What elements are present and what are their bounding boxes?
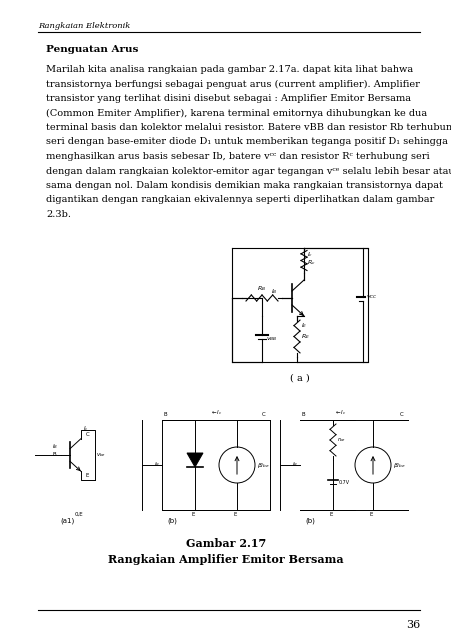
Text: $I_B$: $I_B$ [52, 442, 58, 451]
Text: $I_B$: $I_B$ [154, 461, 160, 470]
Text: $\beta i_{be}$: $\beta i_{be}$ [257, 461, 269, 470]
Text: C: C [399, 412, 403, 417]
Text: $I_c$: $I_c$ [83, 424, 88, 433]
Text: 0,E: 0,E [75, 512, 83, 517]
Text: digantikan dengan rangkaian ekivalennya seperti diperlihatkan dalam gambar: digantikan dengan rangkaian ekivalennya … [46, 195, 433, 205]
Text: B: B [52, 452, 56, 458]
Text: 0.7V: 0.7V [338, 479, 350, 484]
Text: seri dengan base-emiter diode D₁ untuk memberikan teganga positif D₁ sehingga: seri dengan base-emiter diode D₁ untuk m… [46, 138, 447, 147]
Text: $r_{be}$: $r_{be}$ [336, 436, 345, 444]
Polygon shape [187, 453, 202, 467]
Text: (b): (b) [166, 518, 176, 525]
Text: menghasilkan arus basis sebesar Ib, batere vᶜᶜ dan resistor Rᶜ terhubung seri: menghasilkan arus basis sebesar Ib, bate… [46, 152, 428, 161]
Text: C: C [262, 412, 265, 417]
Text: C: C [86, 432, 90, 437]
Text: $\beta i_{be}$: $\beta i_{be}$ [392, 461, 405, 470]
Text: $v_{be}$: $v_{be}$ [96, 451, 106, 459]
Text: E: E [86, 473, 89, 478]
Text: Penguatan Arus: Penguatan Arus [46, 45, 138, 54]
Text: $v_{CC}$: $v_{CC}$ [365, 293, 377, 301]
Text: $I_E$: $I_E$ [300, 321, 307, 330]
Text: (Common Emiter Amplifier), karena terminal emitornya dihubungkan ke dua: (Common Emiter Amplifier), karena termin… [46, 109, 426, 118]
Text: 36: 36 [405, 620, 419, 630]
Text: $I_B$: $I_B$ [291, 461, 297, 470]
Text: $R_E$: $R_E$ [300, 332, 309, 341]
Text: B: B [301, 412, 305, 417]
Text: 2.3b.: 2.3b. [46, 210, 71, 219]
Text: (a1): (a1) [60, 518, 74, 525]
Text: ( a ): ( a ) [290, 374, 309, 383]
Text: B: B [164, 412, 167, 417]
Text: transistornya berfungsi sebagai penguat arus (current amplifier). Amplifier: transistornya berfungsi sebagai penguat … [46, 79, 419, 88]
Text: $\leftarrow I_c$: $\leftarrow I_c$ [333, 408, 345, 417]
Text: transistor yang terlihat disini disebut sebagai : Amplifier Emitor Bersama: transistor yang terlihat disini disebut … [46, 94, 410, 103]
Text: terminal basis dan kolektor melalui resistor. Batere vBB dan resistor Rb terhubu: terminal basis dan kolektor melalui resi… [46, 123, 451, 132]
Text: Rangkaian Amplifier Emitor Bersama: Rangkaian Amplifier Emitor Bersama [108, 554, 343, 565]
Text: E: E [369, 512, 373, 517]
Text: (b): (b) [304, 518, 314, 525]
Text: E: E [234, 512, 237, 517]
Text: Marilah kita analisa rangkaian pada gambar 2.17a. dapat kita lihat bahwa: Marilah kita analisa rangkaian pada gamb… [46, 65, 412, 74]
Text: dengan dalam rangkaian kolektor-emitor agar tegangan vᶜᵉ selalu lebih besar atau: dengan dalam rangkaian kolektor-emitor a… [46, 166, 451, 175]
Text: $\leftarrow I_c$: $\leftarrow I_c$ [209, 408, 222, 417]
Text: $R_B$: $R_B$ [257, 284, 266, 293]
Text: $v_{BB}$: $v_{BB}$ [265, 335, 277, 343]
Text: E: E [192, 512, 195, 517]
Text: E: E [329, 512, 333, 517]
Text: $I_c$: $I_c$ [306, 250, 313, 259]
Text: sama dengan nol. Dalam kondisis demikian maka rangkaian transistornya dapat: sama dengan nol. Dalam kondisis demikian… [46, 181, 442, 190]
Text: Rangkaian Elektronik: Rangkaian Elektronik [38, 22, 130, 30]
Text: $R_c$: $R_c$ [306, 258, 315, 267]
Text: $I_B$: $I_B$ [270, 287, 276, 296]
Text: Gambar 2.17: Gambar 2.17 [185, 538, 266, 549]
